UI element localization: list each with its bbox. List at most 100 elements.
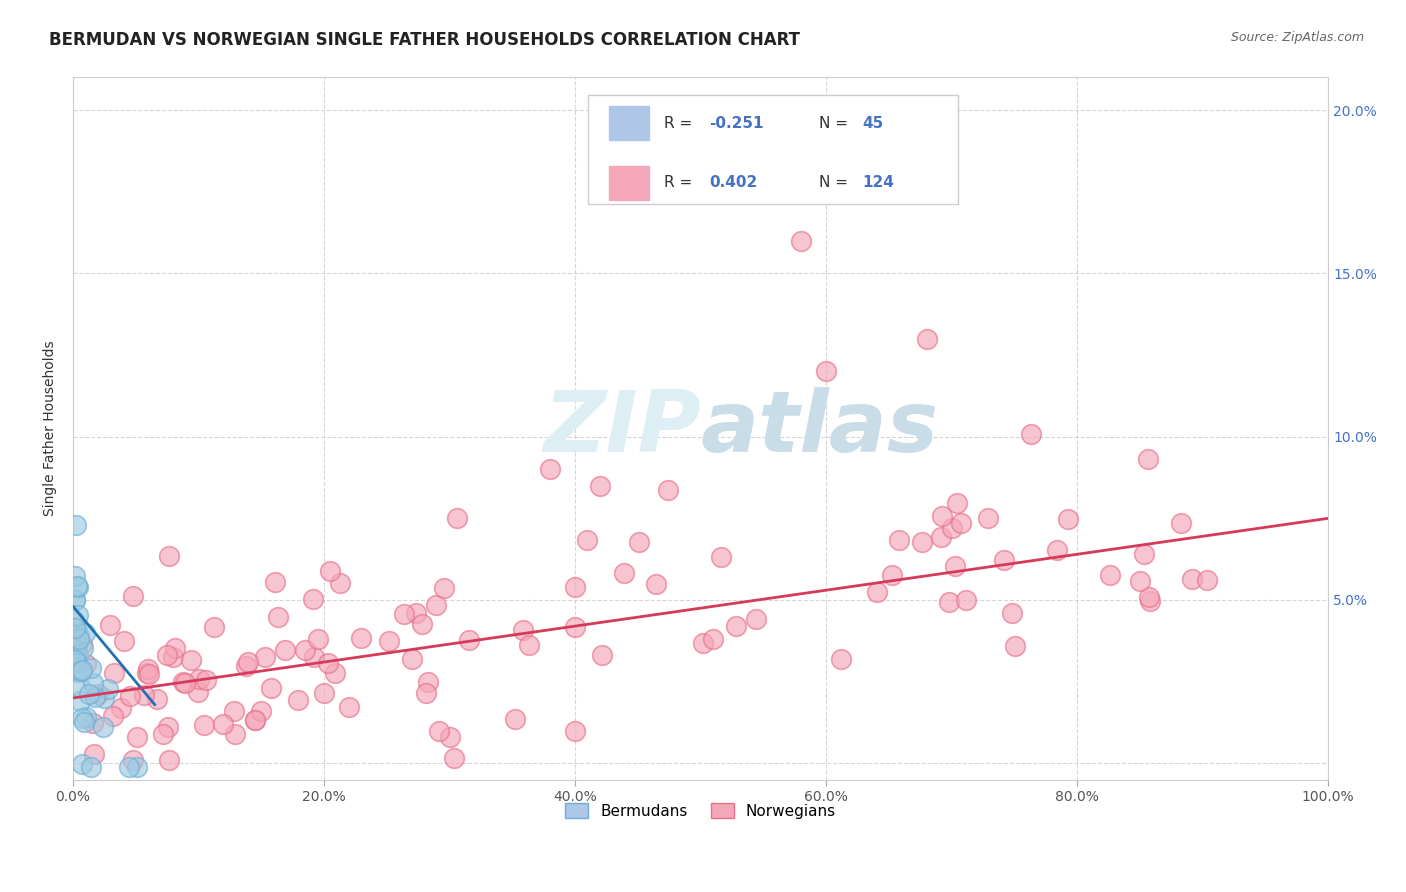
- Point: [415, 685, 437, 699]
- Point: [65, 629, 87, 643]
- Text: BERMUDAN VS NORWEGIAN SINGLE FATHER HOUSEHOLDS CORRELATION CHART: BERMUDAN VS NORWEGIAN SINGLE FATHER HOUS…: [49, 31, 800, 49]
- Point: [657, 483, 679, 497]
- Point: [156, 648, 179, 663]
- Point: [93, 690, 115, 705]
- Point: [67, 629, 90, 643]
- Point: [97, 682, 120, 697]
- FancyBboxPatch shape: [588, 95, 957, 204]
- Point: [405, 606, 427, 620]
- Point: [1004, 639, 1026, 653]
- Text: atlas: atlas: [700, 387, 939, 470]
- Point: [87, 687, 110, 701]
- Point: [63, 640, 86, 655]
- FancyBboxPatch shape: [609, 166, 650, 200]
- Point: [329, 576, 352, 591]
- Point: [67, 632, 90, 647]
- Point: [724, 619, 747, 633]
- Point: [443, 751, 465, 765]
- Point: [1139, 594, 1161, 608]
- Point: [173, 676, 195, 690]
- Point: [790, 234, 813, 248]
- Point: [830, 652, 852, 666]
- Point: [193, 717, 215, 731]
- Point: [249, 704, 271, 718]
- Point: [880, 568, 903, 582]
- Point: [63, 653, 86, 667]
- Point: [135, 666, 157, 681]
- Point: [392, 607, 415, 621]
- Point: [1195, 574, 1218, 588]
- Point: [589, 478, 612, 492]
- Point: [307, 632, 329, 647]
- Point: [65, 636, 87, 650]
- Point: [91, 720, 114, 734]
- Point: [1170, 516, 1192, 530]
- Point: [950, 516, 973, 530]
- Point: [98, 617, 121, 632]
- Point: [512, 623, 534, 637]
- Point: [75, 657, 97, 671]
- Point: [446, 510, 468, 524]
- Point: [66, 580, 89, 594]
- Point: [132, 689, 155, 703]
- Point: [146, 691, 169, 706]
- Text: 45: 45: [862, 116, 884, 130]
- Point: [613, 566, 636, 580]
- Point: [62, 646, 84, 660]
- Point: [72, 757, 94, 772]
- Point: [576, 533, 599, 547]
- Point: [224, 727, 246, 741]
- Text: Source: ZipAtlas.com: Source: ZipAtlas.com: [1230, 31, 1364, 45]
- Point: [172, 674, 194, 689]
- Point: [1129, 574, 1152, 588]
- Point: [122, 753, 145, 767]
- Point: [72, 641, 94, 656]
- Point: [66, 644, 89, 658]
- Point: [1001, 606, 1024, 620]
- Point: [157, 753, 180, 767]
- Point: [337, 700, 360, 714]
- Point: [411, 616, 433, 631]
- Point: [1057, 512, 1080, 526]
- Point: [69, 680, 91, 694]
- Point: [65, 517, 87, 532]
- Point: [702, 632, 724, 647]
- Point: [65, 579, 87, 593]
- Point: [77, 687, 100, 701]
- Point: [138, 666, 160, 681]
- Text: ZIP: ZIP: [543, 387, 700, 470]
- Point: [744, 612, 766, 626]
- Point: [63, 569, 86, 583]
- Point: [103, 666, 125, 681]
- Point: [110, 701, 132, 715]
- Point: [418, 675, 440, 690]
- Y-axis label: Single Father Households: Single Father Households: [44, 341, 58, 516]
- Point: [63, 643, 86, 657]
- Point: [63, 641, 86, 656]
- Point: [591, 648, 613, 663]
- Point: [112, 633, 135, 648]
- Point: [65, 638, 87, 652]
- Point: [254, 649, 277, 664]
- Point: [125, 731, 148, 745]
- Text: 0.402: 0.402: [710, 175, 758, 190]
- Point: [887, 533, 910, 547]
- Point: [302, 591, 325, 606]
- Point: [235, 658, 257, 673]
- Point: [564, 620, 586, 634]
- Point: [72, 664, 94, 678]
- Point: [80, 660, 103, 674]
- Point: [628, 534, 651, 549]
- Point: [993, 553, 1015, 567]
- Text: 124: 124: [862, 175, 894, 190]
- Point: [73, 715, 96, 730]
- Point: [75, 710, 97, 724]
- Point: [1137, 590, 1160, 604]
- Point: [439, 730, 461, 744]
- Point: [645, 577, 668, 591]
- Point: [62, 653, 84, 667]
- Point: [62, 614, 84, 628]
- Point: [267, 610, 290, 624]
- Point: [101, 709, 124, 723]
- Point: [202, 620, 225, 634]
